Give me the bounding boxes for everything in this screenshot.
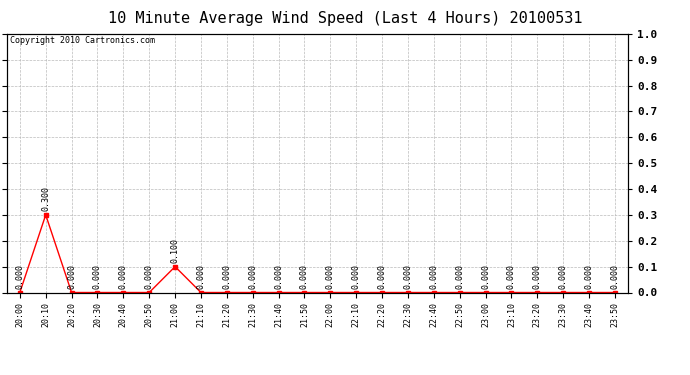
Text: 0.000: 0.000 [352, 264, 361, 290]
Text: 0.000: 0.000 [300, 264, 309, 290]
Text: 0.000: 0.000 [15, 264, 24, 290]
Text: 0.000: 0.000 [481, 264, 490, 290]
Text: 0.000: 0.000 [429, 264, 438, 290]
Text: 0.000: 0.000 [248, 264, 257, 290]
Text: 0.000: 0.000 [455, 264, 464, 290]
Text: 0.000: 0.000 [197, 264, 206, 290]
Text: 0.000: 0.000 [93, 264, 102, 290]
Text: 0.000: 0.000 [533, 264, 542, 290]
Text: 0.000: 0.000 [67, 264, 76, 290]
Text: 0.300: 0.300 [41, 186, 50, 211]
Text: 0.100: 0.100 [170, 238, 179, 263]
Text: 0.000: 0.000 [222, 264, 231, 290]
Text: 0.000: 0.000 [507, 264, 516, 290]
Text: 10 Minute Average Wind Speed (Last 4 Hours) 20100531: 10 Minute Average Wind Speed (Last 4 Hou… [108, 11, 582, 26]
Text: 0.000: 0.000 [377, 264, 386, 290]
Text: 0.000: 0.000 [559, 264, 568, 290]
Text: 0.000: 0.000 [274, 264, 283, 290]
Text: 0.000: 0.000 [326, 264, 335, 290]
Text: 0.000: 0.000 [611, 264, 620, 290]
Text: 0.000: 0.000 [584, 264, 593, 290]
Text: 0.000: 0.000 [119, 264, 128, 290]
Text: 0.000: 0.000 [145, 264, 154, 290]
Text: Copyright 2010 Cartronics.com: Copyright 2010 Cartronics.com [10, 36, 155, 45]
Text: 0.000: 0.000 [404, 264, 413, 290]
